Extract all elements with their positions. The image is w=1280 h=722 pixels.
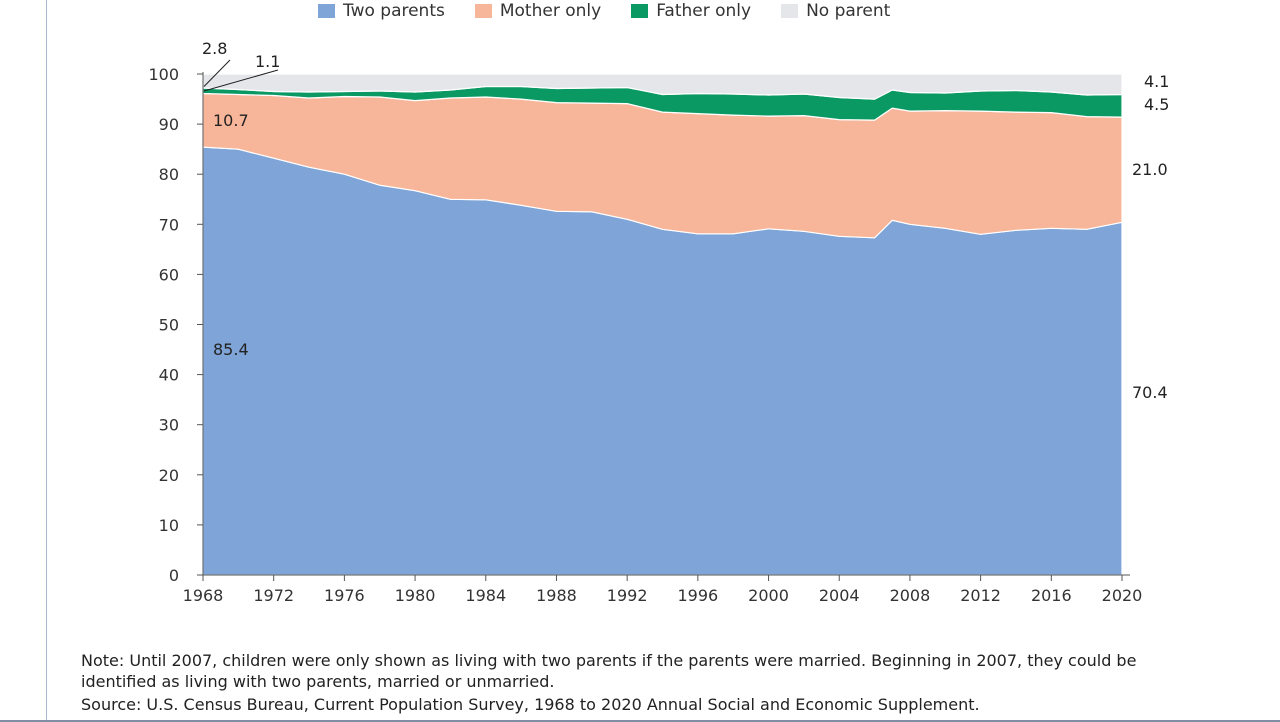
chart-axes: 0 10 20 30 40 50 60 70 80 90 100 1968 1972 1976 1980 19… — [148, 65, 1142, 605]
y-tick-label: 60 — [159, 265, 179, 284]
x-tick-label: 2020 — [1102, 586, 1143, 605]
x-tick-label: 1984 — [465, 586, 506, 605]
x-tick-label: 1976 — [324, 586, 365, 605]
label-start-mother-only: 10.7 — [213, 111, 249, 130]
legend-swatch-two-parents — [318, 4, 335, 18]
legend-swatch-father-only — [631, 4, 649, 18]
x-tick-label: 1980 — [395, 586, 436, 605]
y-tick-label: 90 — [159, 115, 179, 134]
chart-data-labels: 85.4 10.7 1.1 2.8 70.4 21.0 4.5 4.1 — [202, 39, 1169, 402]
legend-item-no-parent: No parent — [781, 1, 890, 21]
label-end-no-parent: 4.1 — [1144, 72, 1169, 91]
y-tick-label: 80 — [159, 165, 179, 184]
y-tick-label: 100 — [148, 65, 179, 84]
x-tick-label: 1992 — [607, 586, 648, 605]
source-text: Source: U.S. Census Bureau, Current Popu… — [81, 695, 980, 714]
legend-item-father-only: Father only — [631, 1, 751, 21]
y-tick-label: 40 — [159, 366, 179, 385]
area-no-parent — [202, 73, 1123, 100]
y-tick-label: 0 — [169, 566, 179, 585]
legend-swatch-no-parent — [781, 4, 799, 18]
legend-item-mother-only: Mother only — [474, 1, 602, 21]
label-end-father-only: 4.5 — [1144, 95, 1169, 114]
x-tick-label: 1988 — [536, 586, 577, 605]
legend-swatch-mother-only — [474, 4, 492, 18]
leader-line-no-parent — [203, 59, 231, 87]
y-tick-label: 30 — [159, 416, 179, 435]
note-text: Note: Until 2007, children were only sho… — [81, 651, 1137, 691]
legend-item-two-parents: Two parents — [318, 1, 445, 21]
x-tick-label: 2016 — [1031, 586, 1072, 605]
frame-left-rule — [46, 0, 47, 722]
x-tick-label: 2008 — [890, 586, 931, 605]
y-tick-label: 20 — [159, 466, 179, 485]
legend-label-two-parents: Two parents — [343, 1, 445, 21]
label-start-no-parent: 2.8 — [202, 39, 227, 58]
chart-notes: Note: Until 2007, children were only sho… — [81, 650, 1181, 715]
x-tick-label: 1972 — [253, 586, 294, 605]
x-tick-label: 2004 — [819, 586, 860, 605]
stacked-area-chart: 0 10 20 30 40 50 60 70 80 90 100 1968 1972 1976 1980 19… — [148, 39, 1169, 605]
x-tick-label: 1968 — [183, 586, 224, 605]
x-tick-label: 2012 — [960, 586, 1001, 605]
label-end-mother-only: 21.0 — [1132, 160, 1168, 179]
legend-label-mother-only: Mother only — [499, 1, 602, 21]
chart-legend: Two parents Mother only Father only No p… — [318, 1, 890, 21]
x-tick-label: 2000 — [748, 586, 789, 605]
label-start-two-parents: 85.4 — [213, 340, 249, 359]
legend-label-father-only: Father only — [656, 1, 752, 21]
leader-line-father-only — [203, 69, 279, 92]
legend-label-no-parent: No parent — [806, 1, 891, 21]
frame-bottom-rule — [0, 720, 1280, 722]
chart-areas — [202, 73, 1123, 576]
x-tick-label: 1996 — [677, 586, 718, 605]
label-start-father-only: 1.1 — [255, 52, 280, 71]
y-tick-label: 10 — [159, 516, 179, 535]
label-end-two-parents: 70.4 — [1132, 383, 1168, 402]
y-tick-label: 70 — [159, 215, 179, 234]
y-tick-label: 50 — [159, 316, 179, 335]
